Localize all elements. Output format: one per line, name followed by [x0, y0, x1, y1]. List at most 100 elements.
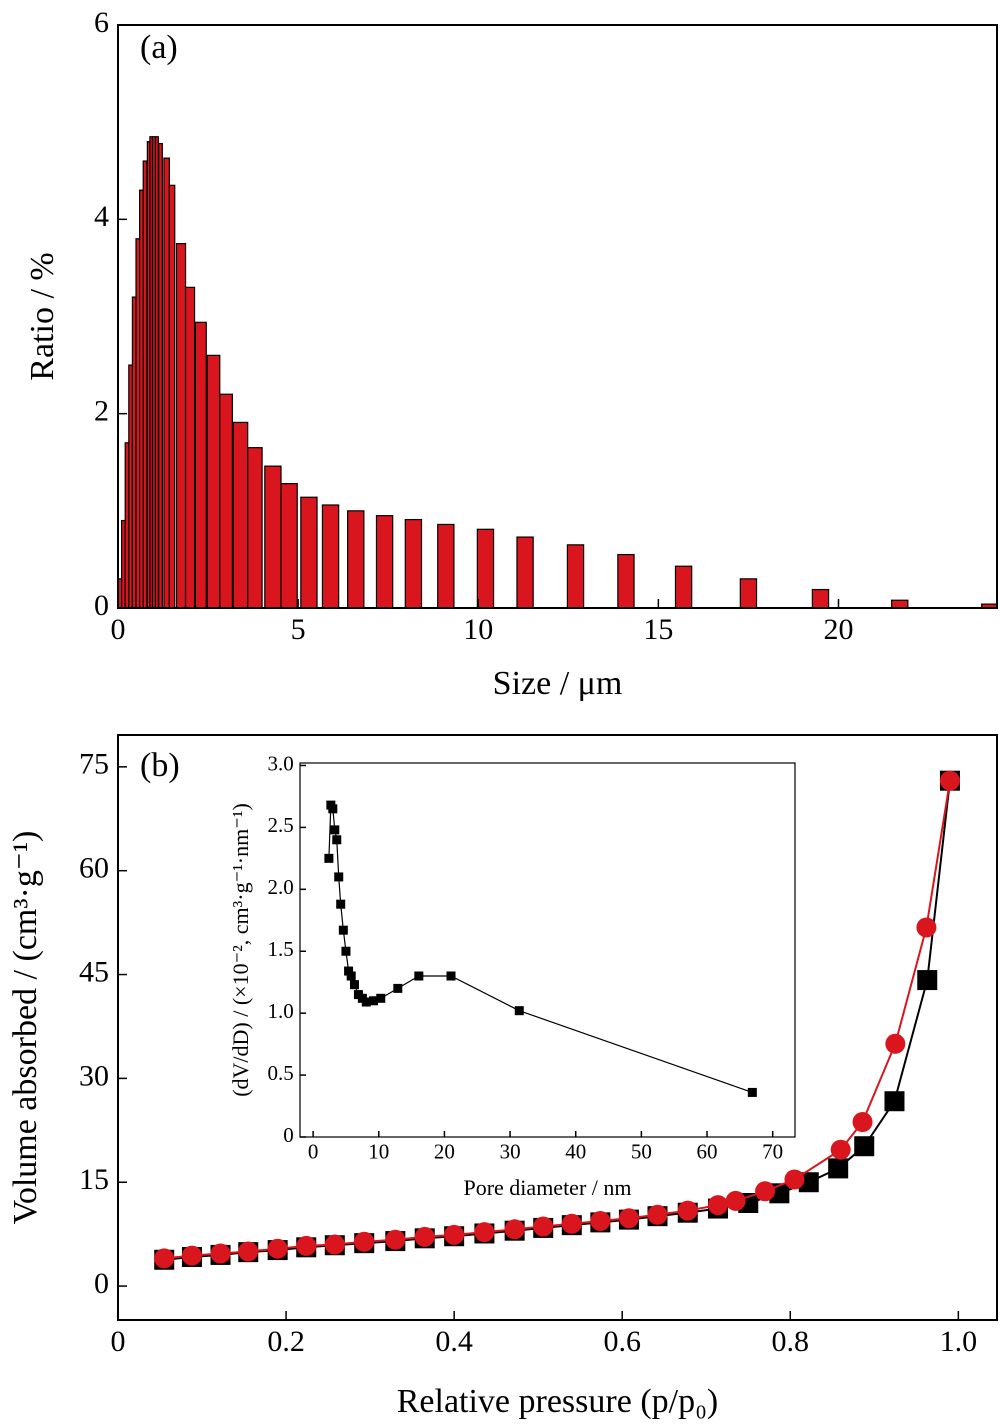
y-tick-label: 3.0	[267, 751, 293, 775]
bar	[184, 286, 196, 608]
y-tick-label: 2.5	[267, 813, 293, 837]
bar	[321, 504, 340, 608]
x-tick-label: 40	[565, 1140, 586, 1164]
marker	[330, 825, 340, 835]
marker	[341, 946, 351, 956]
bar	[158, 142, 163, 608]
bar	[404, 518, 423, 608]
bar	[516, 536, 534, 608]
marker	[444, 1224, 465, 1245]
marker	[784, 1169, 805, 1190]
y-tick-label: 30	[79, 1059, 109, 1092]
marker	[334, 872, 344, 882]
marker	[677, 1200, 698, 1221]
chart-panel: 0 5 10 15 20 0 2 4 6 (a) Size / μm Ratio / %	[24, 6, 998, 702]
x-tick-label: 0.2	[267, 1325, 305, 1358]
marker	[344, 966, 354, 976]
x-tick-label: 10	[463, 613, 493, 646]
bar	[175, 243, 187, 608]
x-tick-label: 0	[111, 1325, 126, 1358]
chart-panel: 0 0.2 0.4 0.6 0.8 1.0 0 15 30 45 60 75 (b) Relative p…	[7, 734, 998, 1420]
y-tick-label: 15	[79, 1163, 109, 1196]
marker	[354, 1231, 375, 1252]
marker	[725, 1190, 746, 1211]
marker	[414, 971, 424, 981]
marker	[414, 1226, 435, 1247]
y-axis-label: (dV/dD) / (×10⁻², cm³·g⁻¹·nm⁻¹)	[228, 803, 253, 1097]
x-tick-label: 30	[500, 1140, 521, 1164]
x-axis-label: Size / μm	[493, 665, 623, 702]
marker	[181, 1245, 202, 1266]
marker	[332, 835, 342, 845]
plot-frame	[117, 24, 998, 609]
bar	[194, 321, 207, 608]
series-line	[164, 780, 951, 1260]
bar	[163, 157, 170, 608]
bar	[247, 447, 263, 608]
marker	[474, 1222, 495, 1243]
bar	[347, 510, 365, 608]
panel-label: (b)	[140, 747, 180, 784]
y-tick-label: 1.0	[267, 999, 293, 1023]
marker	[747, 1087, 757, 1097]
bar	[617, 553, 635, 608]
marker	[385, 1229, 406, 1250]
marker	[647, 1204, 668, 1225]
marker	[884, 1091, 905, 1112]
plot-area	[118, 136, 997, 608]
y-tick-label: 45	[79, 955, 109, 988]
bar	[566, 544, 585, 608]
bar	[811, 588, 830, 608]
marker	[154, 1248, 175, 1269]
x-tick-label: 20	[823, 613, 853, 646]
x-tick-label: 1.0	[940, 1325, 978, 1358]
y-tick-label: 2	[94, 395, 109, 428]
x-tick-label: 60	[697, 1140, 718, 1164]
x-tick-label: 0.4	[435, 1325, 473, 1358]
bar	[142, 160, 148, 608]
bar	[437, 523, 455, 608]
x-tick-label: 10	[368, 1140, 389, 1164]
marker	[346, 971, 356, 981]
marker	[755, 1181, 776, 1202]
marker	[533, 1216, 554, 1237]
y-axis-label: Volume absorbed / (cm³·g⁻¹)	[7, 831, 44, 1225]
x-tick-label: 5	[291, 613, 306, 646]
x-tick-label: 0.6	[603, 1325, 641, 1358]
plot-area	[154, 770, 960, 1270]
bar	[168, 184, 176, 608]
marker	[514, 1006, 524, 1016]
y-tick-label: 60	[79, 852, 109, 885]
plot-frame	[117, 734, 998, 1321]
series-line	[164, 780, 951, 1261]
y-tick-label: 4	[94, 200, 109, 233]
marker	[369, 996, 379, 1006]
x-tick-label: 50	[631, 1140, 652, 1164]
plot-frame	[299, 762, 796, 1138]
bar	[300, 496, 318, 608]
marker	[338, 925, 348, 935]
bar	[981, 603, 997, 608]
marker	[561, 1213, 582, 1234]
bar	[280, 483, 298, 608]
bar	[476, 528, 495, 608]
marker	[854, 1136, 875, 1157]
marker	[361, 997, 371, 1007]
plot-area	[324, 800, 757, 1097]
marker	[917, 970, 938, 991]
bar	[674, 565, 693, 608]
y-axis-label: Ratio / %	[24, 252, 61, 380]
bar	[264, 465, 282, 608]
marker	[267, 1238, 288, 1259]
x-axis-label: Pore diameter / nm	[463, 1175, 631, 1200]
marker	[336, 899, 346, 909]
y-tick-label: 0	[94, 1267, 109, 1300]
bar	[219, 393, 233, 608]
marker	[939, 770, 960, 791]
bar	[739, 578, 758, 608]
x-tick-label: 20	[434, 1140, 455, 1164]
x-axis-label: Relative pressure (p/p₀)	[397, 1383, 719, 1420]
x-tick-label: 0.8	[772, 1325, 810, 1358]
y-tick-label: 0	[94, 589, 109, 622]
